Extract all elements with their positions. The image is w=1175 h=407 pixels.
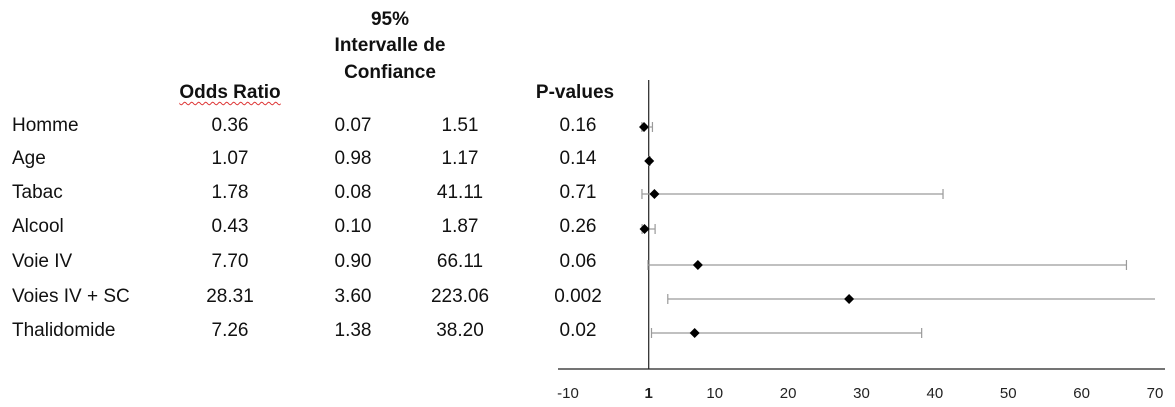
odds-ratio-marker: [639, 122, 650, 132]
x-tick-label: 20: [780, 385, 797, 402]
row-label: Tabac: [12, 182, 63, 203]
ci-low-value: 0.98: [334, 148, 372, 169]
pvalue: 0.71: [559, 182, 597, 203]
odds-ratio-header: Odds Ratio: [179, 82, 281, 103]
odds-ratio-marker: [844, 294, 855, 304]
ci-low-value: 0.08: [334, 182, 372, 203]
ci-high-value: 66.11: [436, 251, 484, 272]
odds-ratio-marker: [689, 328, 700, 338]
ci-high-value: 41.11: [436, 182, 484, 203]
ci-low-value: 0.10: [334, 216, 372, 237]
x-tick-label: 10: [706, 385, 723, 402]
x-tick-label: 1: [645, 385, 653, 402]
row-label: Voie IV: [12, 251, 73, 272]
plot-marks: [639, 122, 1155, 338]
ci-high-value: 223.06: [430, 286, 490, 307]
odds-ratio-value: 0.43: [211, 216, 249, 237]
ci-high-value: 1.87: [441, 216, 479, 237]
row-label: Thalidomide: [12, 320, 116, 341]
pvalues-header: P-values: [535, 82, 615, 103]
x-tick-label: -10: [557, 385, 579, 402]
ci-high-value: 1.51: [441, 115, 479, 136]
x-tick-label: 40: [927, 385, 944, 402]
x-tick-label: 70: [1147, 385, 1164, 402]
ci-low-value: 0.07: [334, 115, 372, 136]
x-axis-ticks: -10 1 10 20 30 40 50 60 70: [557, 385, 1163, 402]
row-label: Alcool: [12, 216, 64, 237]
ci-low-value: 1.38: [334, 320, 372, 341]
odds-ratio-value: 7.70: [211, 251, 249, 272]
ci-header-line3: Confiance: [344, 62, 436, 83]
odds-ratio-value: 1.07: [211, 148, 249, 169]
odds-ratio-marker: [639, 224, 650, 234]
pvalue: 0.002: [554, 286, 602, 307]
odds-ratio-marker: [644, 156, 655, 166]
odds-ratio-value: 28.31: [206, 286, 254, 307]
pvalue: 0.06: [559, 251, 597, 272]
x-tick-label: 30: [853, 385, 870, 402]
pvalue: 0.14: [559, 148, 597, 169]
ci-low-value: 0.90: [334, 251, 372, 272]
row-label: Homme: [12, 115, 79, 136]
ci-header-line1: 95%: [370, 9, 410, 30]
odds-ratio-marker: [649, 189, 660, 199]
pvalue: 0.26: [559, 216, 597, 237]
row-label: Voies IV + SC: [12, 286, 130, 307]
odds-ratio-value: 1.78: [211, 182, 249, 203]
odds-ratio-value: 0.36: [211, 115, 249, 136]
row-label: Age: [12, 148, 46, 169]
pvalue: 0.16: [559, 115, 597, 136]
ci-high-value: 38.20: [436, 320, 484, 341]
ci-header-line2: Intervalle de: [334, 35, 446, 56]
x-tick-label: 50: [1000, 385, 1017, 402]
ci-low-value: 3.60: [334, 286, 372, 307]
pvalue: 0.02: [559, 320, 597, 341]
odds-ratio-value: 7.26: [211, 320, 249, 341]
x-tick-label: 60: [1073, 385, 1090, 402]
odds-ratio-marker: [692, 260, 703, 270]
ci-high-value: 1.17: [441, 148, 479, 169]
